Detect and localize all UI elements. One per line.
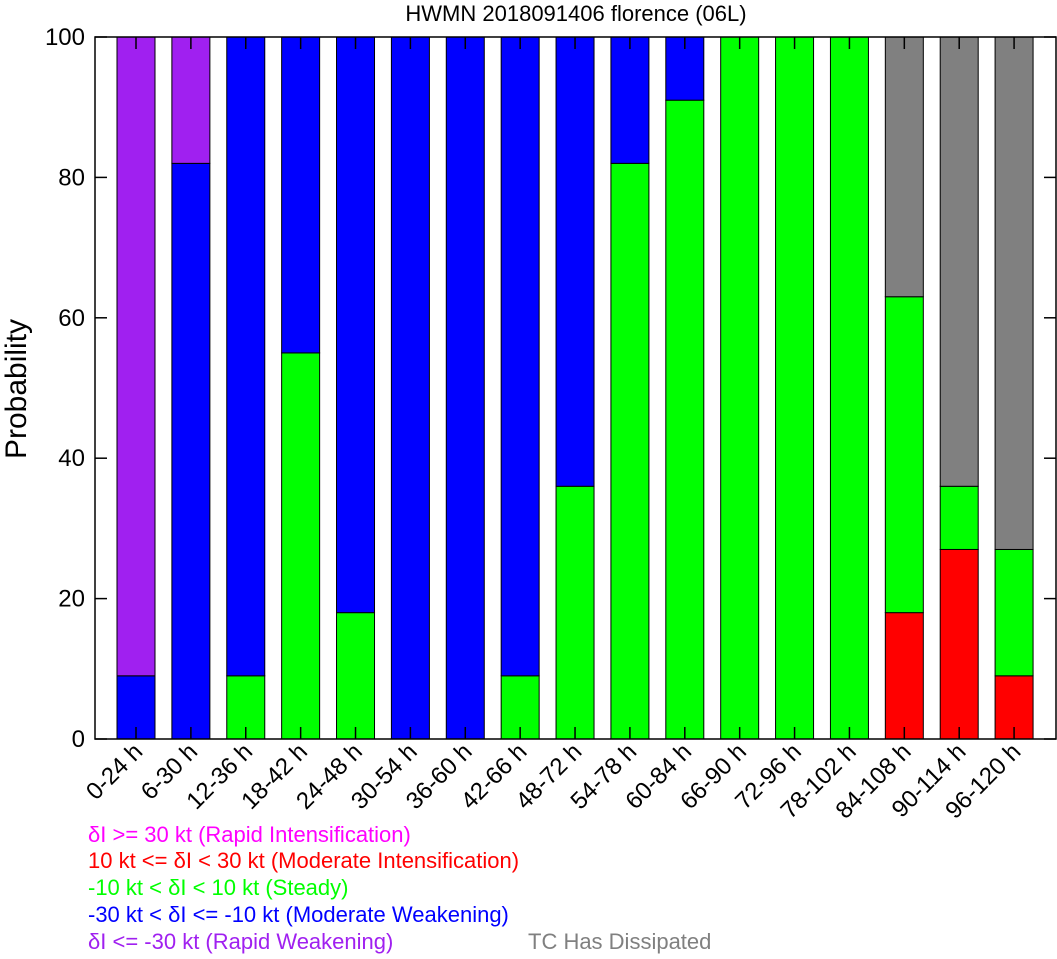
bar-segment-90-114h-s0 <box>939 548 979 740</box>
y-tick-label: 40 <box>58 445 85 472</box>
bar-segment-60-84h-s2 <box>665 36 705 101</box>
bar-segment-72-96h-s1 <box>775 36 815 740</box>
legend-rapid-weakening: δI <= -30 kt (Rapid Weakening) <box>88 929 394 954</box>
bar-segment-60-84h-s1 <box>665 99 705 740</box>
bar-segment-42-66h-s2 <box>500 36 540 677</box>
bar-segment-54-78h-s2 <box>610 36 650 164</box>
y-axis-label: Probability <box>0 319 33 459</box>
chart-title: HWMN 2018091406 florence (06L) <box>405 1 746 26</box>
bar-segment-30-54h-s2 <box>390 36 430 740</box>
bar-segment-48-72h-s1 <box>555 485 595 740</box>
y-tick-label: 60 <box>58 305 85 332</box>
bar-segment-54-78h-s1 <box>610 162 650 740</box>
bars-layer <box>116 36 1034 740</box>
bar-segment-96-120h-s1 <box>994 548 1034 677</box>
bar-segment-84-108h-s4 <box>884 36 924 298</box>
bar-segment-6-30h-s2 <box>171 162 211 740</box>
legend-steady: -10 kt < δI < 10 kt (Steady) <box>88 875 349 900</box>
bar-segment-36-60h-s2 <box>445 36 485 740</box>
legend-moderate-weakening: -30 kt < δI <= -10 kt (Moderate Weakenin… <box>88 902 509 927</box>
legend-tc-dissipated: TC Has Dissipated <box>528 929 712 954</box>
bar-segment-12-36h-s2 <box>226 36 266 677</box>
bar-segment-24-48h-s1 <box>336 612 376 740</box>
y-tick-label: 80 <box>58 164 85 191</box>
bar-segment-6-30h-s3 <box>171 36 211 164</box>
bar-segment-18-42h-s1 <box>281 352 321 740</box>
y-tick-label: 100 <box>45 24 85 51</box>
bar-segment-18-42h-s2 <box>281 36 321 354</box>
bar-segment-24-48h-s2 <box>336 36 376 614</box>
bar-segment-84-108h-s0 <box>884 612 924 740</box>
legend-moderate-intensification: 10 kt <= δI < 30 kt (Moderate Intensific… <box>88 848 520 873</box>
bar-segment-84-108h-s1 <box>884 296 924 614</box>
bar-segment-90-114h-s1 <box>939 485 979 550</box>
bar-segment-78-102h-s1 <box>829 36 869 740</box>
bar-segment-48-72h-s2 <box>555 36 595 487</box>
bar-segment-90-114h-s4 <box>939 36 979 487</box>
bar-segment-0-24h-s3 <box>116 36 156 677</box>
y-tick-label: 20 <box>58 586 85 613</box>
x-tick-label: 0-24 h <box>81 738 148 805</box>
y-tick-label: 0 <box>72 726 85 753</box>
bar-segment-66-90h-s1 <box>720 36 760 740</box>
legend-rapid-intensification: δI >= 30 kt (Rapid Intensification) <box>88 822 411 847</box>
bar-segment-96-120h-s4 <box>994 36 1034 550</box>
